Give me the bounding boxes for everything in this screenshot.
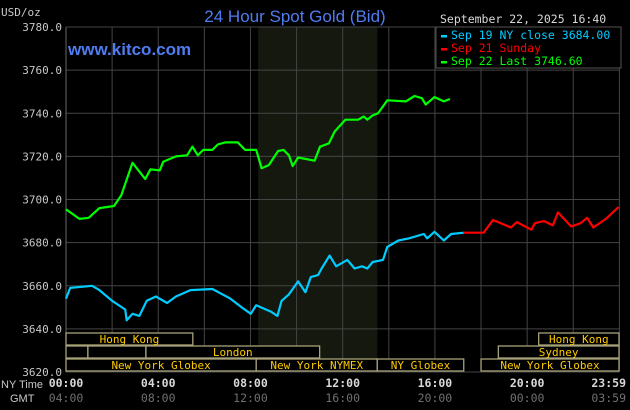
x-tick-gmt: 12:00 — [233, 391, 268, 405]
session-label: New York NYMEX — [270, 359, 363, 372]
y-tick-label: 3740.0 — [22, 107, 62, 120]
session-label: New York Globex — [500, 359, 600, 372]
y-tick-label: 3700.0 — [22, 194, 62, 207]
session-box — [65, 332, 194, 346]
x-tick-ny: 00:00 — [49, 376, 84, 390]
session-box — [376, 358, 465, 372]
session-box — [145, 345, 321, 359]
x-axis-label-gmt: GMT — [10, 393, 35, 405]
y-tick-label: 3680.0 — [22, 237, 62, 250]
y-axis-unit: USD/oz — [1, 6, 41, 19]
legend-swatch — [441, 48, 447, 51]
x-tick-ny: 23:59 — [591, 376, 626, 390]
y-tick-label: 3620.0 — [22, 366, 62, 379]
legend-entry: Sep 21 Sunday — [451, 41, 541, 55]
watermark: www.kitco.com — [67, 40, 191, 59]
x-tick-gmt: 16:00 — [325, 391, 360, 405]
session-label: Hong Kong — [100, 333, 160, 346]
x-tick-ny: 08:00 — [233, 376, 268, 390]
timestamp: September 22, 2025 16:40 — [440, 12, 606, 26]
x-tick-gmt: 04:00 — [49, 391, 84, 405]
y-tick-label: 3760.0 — [22, 64, 62, 77]
session-label: Sydney — [539, 346, 579, 359]
x-tick-ny: 12:00 — [325, 376, 360, 390]
x-tick-ny: 20:00 — [510, 376, 545, 390]
legend-swatch — [441, 61, 447, 64]
legend-entry: Sep 22 Last 3746.60 — [451, 54, 583, 68]
legend-box — [435, 26, 622, 69]
session-label: NY Globex — [391, 359, 451, 372]
session-box — [87, 345, 147, 359]
legend-swatch — [441, 35, 447, 38]
session-label: London — [213, 346, 253, 359]
legend-entry: Sep 19 NY close 3684.00 — [451, 28, 610, 42]
chart-title: 24 Hour Spot Gold (Bid) — [204, 7, 385, 26]
y-tick-label: 3660.0 — [22, 280, 62, 293]
x-tick-gmt: 00:00 — [510, 391, 545, 405]
y-tick-label: 3720.0 — [22, 150, 62, 163]
session-box — [65, 345, 89, 359]
session-label: Hong Kong — [549, 333, 609, 346]
x-tick-ny: 16:00 — [418, 376, 453, 390]
session-box — [480, 358, 620, 372]
x-tick-ny: 04:00 — [141, 376, 176, 390]
x-tick-gmt: 03:59 — [591, 391, 626, 405]
session-box — [538, 332, 620, 346]
y-tick-label: 3640.0 — [22, 323, 62, 336]
series-line-1 — [64, 230, 464, 322]
session-box — [497, 345, 620, 359]
series-line-3 — [65, 94, 451, 220]
session-label: New York Globex — [111, 359, 211, 372]
x-tick-gmt: 08:00 — [141, 391, 176, 405]
x-tick-gmt: 20:00 — [418, 391, 453, 405]
series-line-2 — [463, 206, 620, 234]
y-tick-label: 3780.0 — [22, 21, 62, 34]
x-axis-label-ny: NY Time — [1, 379, 43, 391]
